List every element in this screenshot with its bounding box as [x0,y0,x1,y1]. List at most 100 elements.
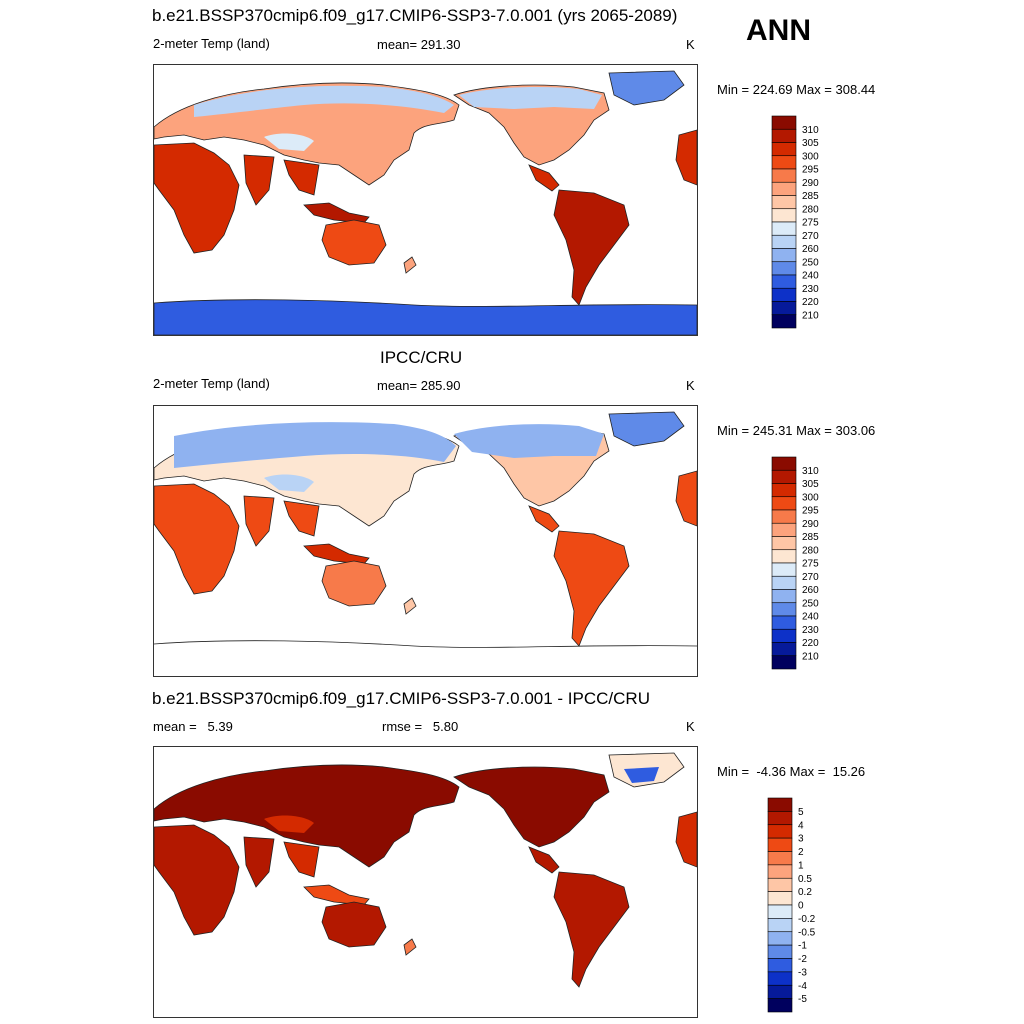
south-america-land [553,871,630,988]
panel2-title: IPCC/CRU [380,348,463,367]
canada-band [459,87,602,109]
colorbar-tick-label: 240 [802,271,819,282]
panel3-map [153,746,698,1018]
greenland [608,70,685,106]
colorbar-box [771,509,797,524]
season-label: ANN [746,14,811,47]
panel3-map-plot [154,752,697,988]
central-america [528,164,560,192]
greenland [608,411,685,447]
panel1-title: b.e21.BSSP370cmip6.f09_g17.CMIP6-SSP3-7.… [152,6,678,25]
colorbar-tick-label: 240 [802,612,819,623]
colorbar-box [771,208,797,223]
panel1-map [153,64,698,336]
colorbar-tick-label: 220 [802,297,819,308]
panel1-mean: mean= 291.30 [377,37,461,52]
panel3-minmax: Min = -4.36 Max = 15.26 [717,764,866,779]
panel1-minmax: Min = 224.69 Max = 308.44 [717,82,876,97]
india [243,836,275,888]
colorbar-box [767,944,793,959]
colorbar-box [767,837,793,852]
panel3-units: K [686,719,695,734]
panel3-title: b.e21.BSSP370cmip6.f09_g17.CMIP6-SSP3-7.… [152,689,650,708]
colorbar-tick-label: 305 [802,138,819,149]
colorbar-box [771,562,797,577]
colorbar-tick-label: 210 [802,651,819,662]
colorbar-box [767,824,793,839]
panel1-units: K [686,37,695,52]
indonesia [303,202,370,224]
africa-land [154,142,240,254]
se-asia [283,841,320,878]
panel2-minmax: Min = 245.31 Max = 303.06 [717,423,876,438]
colorbar-box [771,314,797,329]
colorbar-tick-label: 0 [798,901,804,912]
panel2-map-plot [154,411,697,648]
colorbar-tick-label: 305 [802,479,819,490]
colorbar-tick-label: -5 [798,994,807,1005]
colorbar-tick-label: -4 [798,981,807,992]
colorbar-box [767,864,793,879]
colorbar-tick-label: 300 [802,492,819,503]
south-america-land [553,530,630,647]
colorbar-tick-label: 270 [802,572,819,583]
new-zealand [403,938,417,956]
colorbar-box [771,615,797,630]
colorbar-box [771,301,797,316]
colorbar-tick-label: 295 [802,506,819,517]
colorbar-box [771,168,797,183]
new-zealand [403,597,417,615]
colorbar-tick-label: 280 [802,545,819,556]
colorbar-tick-label: 5 [798,807,804,818]
colorbar-box [771,536,797,551]
panel2-variable: 2-meter Temp (land) [153,376,270,391]
panel1-colorbar: 310 305 300 295 290 285 280 275 270 260 250 240 230 2… [771,115,862,329]
colorbar-box [767,998,793,1013]
indonesia [303,884,370,906]
eurasia-land [154,764,460,868]
europe-edge [675,811,697,868]
colorbar-box [771,549,797,564]
colorbar-tick-label: -0.5 [798,927,816,938]
colorbar-box [767,958,793,973]
colorbar-tick-label: 250 [802,598,819,609]
colorbar-box [771,456,797,471]
colorbar-box [771,496,797,511]
colorbar-box [771,287,797,302]
colorbar-box [771,469,797,484]
panel1-map-plot [154,70,697,335]
colorbar-box [771,589,797,604]
colorbar-tick-label: 2 [798,847,804,858]
colorbar-box [771,628,797,643]
colorbar-box [771,522,797,537]
colorbar-tick-label: 230 [802,625,819,636]
colorbar-tick-label: 0.2 [798,887,812,898]
colorbar-tick-label: -3 [798,967,807,978]
indonesia [303,543,370,565]
colorbar-tick-label: 250 [802,257,819,268]
colorbar-box [771,274,797,289]
colorbar-box [771,261,797,276]
africa-land [154,483,240,595]
europe-edge [675,470,697,527]
colorbar-box [767,891,793,906]
colorbar-tick-label: 275 [802,559,819,570]
panel2-mean: mean= 285.90 [377,378,461,393]
colorbar-box [771,195,797,210]
antarctica-outline [154,640,697,648]
tibet [264,133,314,151]
panel2-units: K [686,378,695,393]
colorbar-box [771,128,797,143]
africa-land [154,824,240,936]
tibet [264,815,314,833]
panel2-map [153,405,698,677]
panel3-rmse: rmse = 5.80 [382,719,459,734]
colorbar-box [767,877,793,892]
tibet [264,474,314,492]
central-america [528,846,560,874]
central-america [528,505,560,533]
colorbar-tick-label: -2 [798,954,807,965]
se-asia [283,159,320,196]
colorbar-tick-label: 280 [802,204,819,215]
colorbar-box [771,642,797,657]
